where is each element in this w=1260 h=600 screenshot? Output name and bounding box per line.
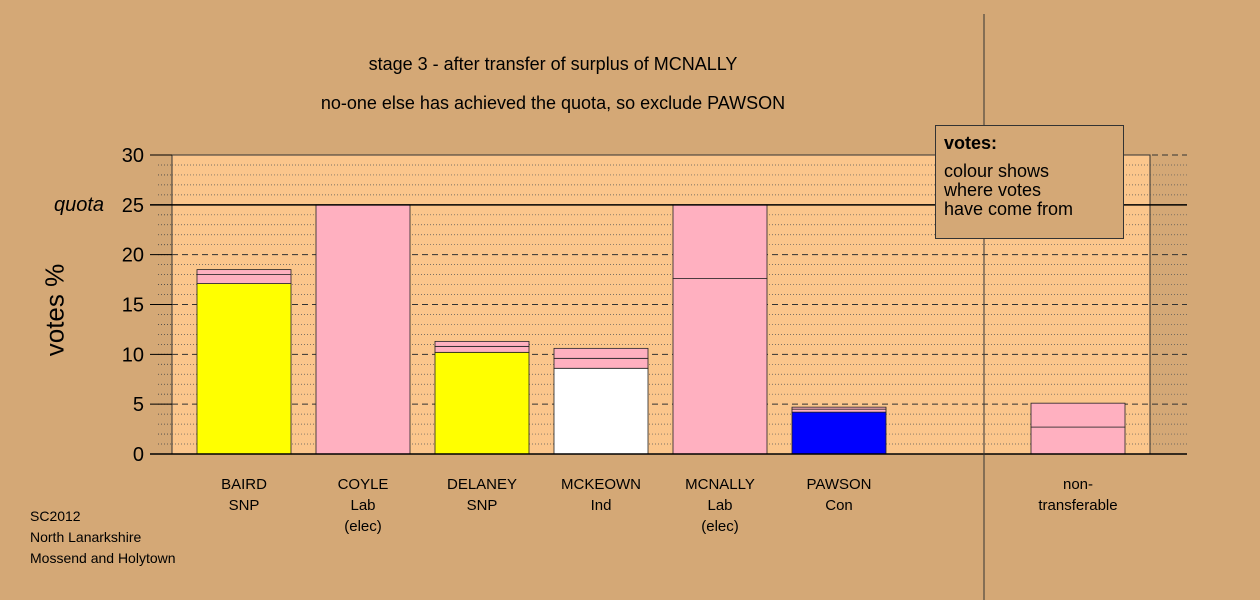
chart-subtitle: no-one else has achieved the quota, so e… <box>320 93 786 113</box>
candidate-party: SNP <box>466 497 498 514</box>
bar-baird-segment <box>196 269 292 276</box>
y-tick-label: 15 <box>122 295 144 317</box>
legend-body: colour shows where votes have come from <box>944 162 1123 219</box>
candidate-label-nontransferable: non-transferable <box>1018 474 1138 516</box>
candidate-party: Ind <box>590 497 612 514</box>
bar-baird-segment <box>196 274 292 284</box>
candidate-party: transferable <box>1038 497 1118 514</box>
legend-line: colour shows <box>944 161 1050 181</box>
legend-line: where votes <box>944 180 1042 200</box>
candidate-party: Lab <box>350 497 376 514</box>
bar-mcnally-segment <box>672 204 768 279</box>
bar-delaney-segment <box>434 340 530 347</box>
y-axis-label: votes % <box>39 263 70 357</box>
candidate-name: non- <box>1062 476 1094 493</box>
legend-line: have come from <box>944 199 1074 219</box>
candidate-name: PAWSON <box>806 476 872 493</box>
y-tick-label: 30 <box>122 145 144 167</box>
candidate-party: Con <box>825 497 853 514</box>
bar-delaney-segment <box>434 351 530 455</box>
legend-box: votes: colour shows where votes have com… <box>935 125 1124 239</box>
footer-info: SC2012 North Lanarkshire Mossend and Hol… <box>30 506 176 569</box>
bar-pawson-segment <box>791 408 887 413</box>
bar-mcnally-segment <box>672 278 768 455</box>
candidate-name: MCNALLY <box>685 476 755 493</box>
y-tick-label: 20 <box>122 245 144 267</box>
y-tick-label: 10 <box>122 344 144 366</box>
candidate-party: SNP <box>228 497 260 514</box>
candidate-label-mcnally: MCNALLY Lab (elec) <box>660 474 780 537</box>
candidate-name: BAIRD <box>221 476 267 493</box>
footer-line: Mossend and Holytown <box>30 550 176 566</box>
footer-line: North Lanarkshire <box>30 529 142 545</box>
candidate-label-baird: BAIRD SNP <box>184 474 304 516</box>
bar-baird-segment <box>196 283 292 455</box>
y-tick-label: 0 <box>133 444 144 466</box>
bar-nontransferable-segment <box>1030 426 1126 455</box>
candidate-name: MCKEOWN <box>561 476 641 493</box>
candidate-label-delaney: DELANEY SNP <box>422 474 542 516</box>
bar-mckeown-segment <box>553 367 649 455</box>
candidate-label-mckeown: MCKEOWN Ind <box>541 474 661 516</box>
candidate-label-pawson: PAWSON Con <box>779 474 899 516</box>
chart-title: stage 3 - after transfer of surplus of M… <box>368 54 738 74</box>
candidate-party: Lab <box>707 497 733 514</box>
candidate-label-coyle: COYLE Lab (elec) <box>303 474 423 537</box>
footer-line: SC2012 <box>30 508 81 524</box>
bar-coyle-segment <box>315 204 411 455</box>
bar-mckeown-segment <box>553 357 649 369</box>
quota-label: quota <box>54 194 105 216</box>
candidate-note: (elec) <box>344 518 382 535</box>
bar-pawson-segment <box>791 406 887 410</box>
bar-mckeown-segment <box>553 347 649 359</box>
bar-delaney-segment <box>434 345 530 353</box>
bar-nontransferable-segment <box>1030 402 1126 428</box>
y-tick-label: 25 <box>122 195 144 217</box>
candidate-name: DELANEY <box>446 476 518 493</box>
candidate-note: (elec) <box>701 518 739 535</box>
candidate-name: COYLE <box>337 476 389 493</box>
bar-pawson-segment <box>791 411 887 455</box>
y-tick-label: 5 <box>133 394 144 416</box>
legend-title: votes: <box>944 133 998 153</box>
